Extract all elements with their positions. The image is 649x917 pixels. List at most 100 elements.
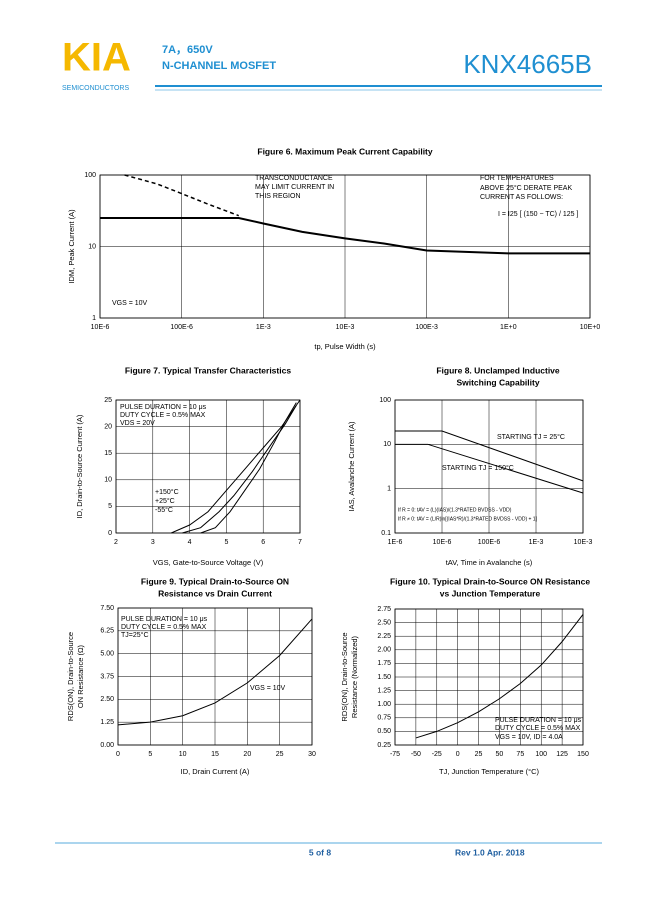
rating: 7A，650V [162, 44, 213, 56]
annotation: I = I25 [ (150 − TC) / 125 ] [498, 211, 578, 218]
y-tick-label: 0.50 [377, 728, 391, 735]
figure-title: Figure 7. Typical Transfer Characteristi… [125, 365, 291, 375]
annotation: TRANSCONDUCTANCE [255, 175, 333, 182]
y-tick-label: 5 [108, 503, 112, 510]
x-axis-label: tp, Pulse Width (s) [314, 342, 376, 351]
figure-title: Figure 8. Unclamped Inductive [436, 365, 560, 375]
y-tick-label: 0.75 [377, 715, 391, 722]
annotation: If R ≠ 0: tAV = (L/R)ln[(IAS*R)/(1.3*RAT… [398, 516, 538, 522]
annotation: DUTY CYCLE = 0.5% MAX [120, 412, 206, 419]
x-tick-label: 1E-3 [256, 324, 271, 331]
x-tick-label: 4 [188, 539, 192, 546]
x-tick-label: 100E-6 [170, 324, 193, 331]
y-tick-label: 2.00 [377, 647, 391, 654]
annotation: DUTY CYCLE = 0.5% MAX [121, 624, 207, 631]
x-tick-label: 6 [261, 539, 265, 546]
y-axis-label: IAS, Avalanche Current (A) [347, 421, 356, 511]
y-tick-label: 10 [383, 441, 391, 448]
curve [182, 405, 297, 534]
annotation: THIS REGION [255, 193, 301, 200]
y-axis-label: RDS(ON), Drain-to-Source [340, 632, 349, 721]
curve-label: -55°C [155, 506, 173, 514]
x-tick-label: 1E-3 [529, 539, 544, 546]
y-tick-label: 1.00 [377, 701, 391, 708]
figure-title: Figure 6. Maximum Peak Current Capabilit… [257, 146, 433, 156]
figure-title: Switching Capability [456, 377, 539, 387]
x-tick-label: 7 [298, 539, 302, 546]
x-tick-label: -25 [432, 751, 442, 758]
y-tick-label: 2.75 [377, 606, 391, 613]
x-tick-label: 10E-3 [336, 324, 355, 331]
x-tick-label: 100E-3 [415, 324, 438, 331]
figure-title: Resistance vs Drain Current [158, 588, 272, 598]
y-tick-label: 1 [387, 486, 391, 493]
revision: Rev 1.0 Apr. 2018 [455, 847, 525, 857]
y-tick-label: 10 [88, 243, 96, 250]
x-tick-label: -75 [390, 751, 400, 758]
y-tick-label: 25 [104, 397, 112, 404]
curve [415, 614, 584, 739]
x-tick-label: 10E-6 [91, 324, 110, 331]
curve [395, 443, 584, 494]
annotation: PULSE DURATION = 10 μs [121, 616, 208, 623]
x-tick-label: 25 [276, 751, 284, 758]
x-tick-label: 30 [308, 751, 316, 758]
x-tick-label: 10E-3 [574, 539, 593, 546]
curve [100, 217, 590, 255]
x-axis-label: VGS, Gate-to-Source Voltage (V) [153, 558, 264, 567]
annotation: TJ=25°C [121, 631, 149, 639]
x-tick-label: 0 [456, 751, 460, 758]
y-axis-label: Resistance (Normalized) [350, 635, 359, 718]
curve-label: +150°C [155, 488, 179, 496]
y-axis-label: IDM, Peak Current (A) [67, 209, 76, 284]
curve [200, 402, 297, 534]
y-tick-label: 1.25 [100, 719, 114, 726]
x-tick-label: 20 [243, 751, 251, 758]
x-tick-label: 50 [496, 751, 504, 758]
plot-frame [117, 607, 313, 746]
y-tick-label: 0.1 [381, 530, 391, 537]
curve [395, 430, 584, 482]
y-axis-label: ID, Drain-to-Source Current (A) [75, 414, 84, 518]
annotation: PULSE DURATION = 10 μs [495, 717, 582, 724]
y-tick-label: 100 [379, 397, 391, 404]
annotation: MAY LIMIT CURRENT IN [255, 184, 334, 191]
y-axis-label: ON Resistance (Ω) [76, 644, 85, 708]
x-tick-label: 10 [179, 751, 187, 758]
curve-label: +25°C [155, 497, 175, 505]
figure-title: Figure 10. Typical Drain-to-Source ON Re… [390, 576, 590, 586]
x-tick-label: 10E-6 [433, 539, 452, 546]
x-tick-label: 1E-6 [388, 539, 403, 546]
x-tick-label: 0 [116, 751, 120, 758]
y-tick-label: 2.50 [377, 619, 391, 626]
curve [117, 618, 313, 726]
y-tick-label: 20 [104, 423, 112, 430]
y-tick-label: 2.50 [100, 696, 114, 703]
y-tick-label: 1.50 [377, 674, 391, 681]
device-type: N-CHANNEL MOSFET [162, 60, 276, 72]
y-tick-label: 1 [92, 315, 96, 322]
y-axis-label: RDS(ON), Drain-to-Source [66, 632, 75, 721]
x-tick-label: -50 [411, 751, 421, 758]
y-tick-label: 100 [84, 172, 96, 179]
x-axis-label: TJ, Junction Temperature (°C) [439, 767, 539, 776]
annotation: ABOVE 25°C DERATE PEAK [480, 184, 572, 192]
annotation: If R = 0: tAV = (L)(IAS)/(1.3*RATED BVDS… [398, 507, 512, 513]
y-tick-label: 10 [104, 477, 112, 484]
y-tick-label: 15 [104, 450, 112, 457]
annotation: CURRENT AS FOLLOWS: [480, 194, 563, 201]
logo: KIA [62, 36, 131, 80]
curve [171, 399, 301, 534]
x-tick-label: 125 [556, 751, 568, 758]
y-tick-label: 6.25 [100, 628, 114, 635]
x-tick-label: 5 [224, 539, 228, 546]
x-tick-label: 75 [516, 751, 524, 758]
curve [124, 174, 240, 217]
x-tick-label: 25 [475, 751, 483, 758]
y-tick-label: 0.25 [377, 742, 391, 749]
curve-label: STARTING TJ = 25°C [497, 433, 565, 441]
x-tick-label: 10E+0 [580, 324, 601, 331]
plot-frame [394, 608, 584, 746]
page-number: 5 of 8 [309, 847, 331, 857]
